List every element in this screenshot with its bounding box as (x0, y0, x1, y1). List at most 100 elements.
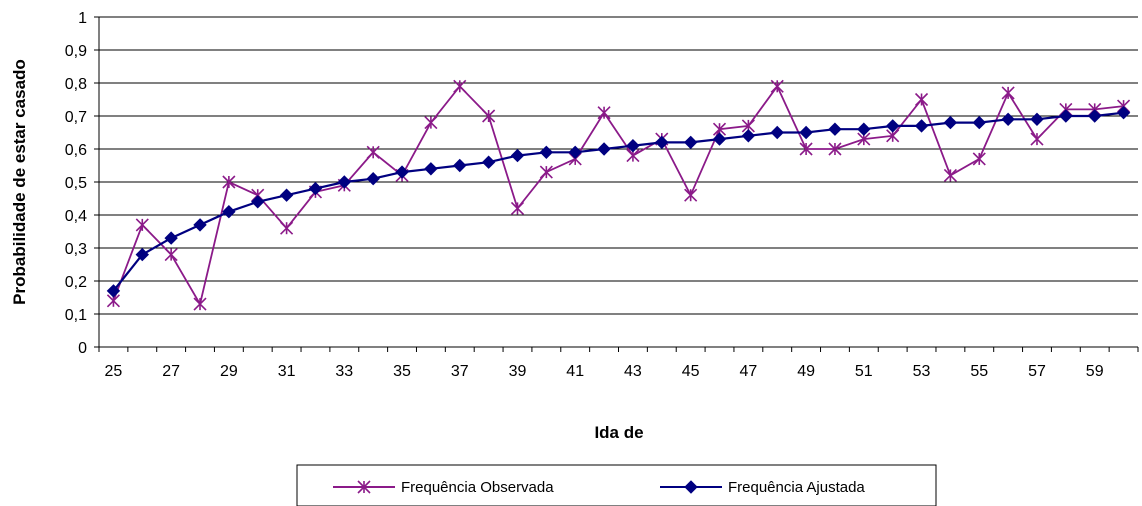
legend-item: Frequência Observada (333, 479, 554, 496)
x-tick-label: 29 (220, 363, 238, 380)
data-point (597, 106, 611, 120)
series-ajustada (106, 105, 1131, 298)
data-point (481, 155, 496, 169)
data-point (453, 158, 467, 173)
x-axis-ticks: 25 27 29 31 33 35 37 39 41 43 45 47 49 51 53 55 57 59 (98, 347, 1139, 380)
data-point (279, 188, 294, 202)
x-tick-label: 53 (913, 363, 931, 380)
data-point (914, 119, 929, 133)
legend-marker (684, 480, 698, 494)
legend-item: Frequência Ajustada (660, 479, 865, 496)
data-point (568, 145, 582, 160)
data-point (712, 132, 727, 146)
data-point (395, 165, 409, 179)
x-tick-label: 35 (393, 363, 411, 380)
data-point (1030, 112, 1044, 127)
data-point (539, 145, 554, 160)
data-point (741, 129, 756, 143)
data-point (857, 122, 871, 136)
legend: Frequência Observada Frequência Ajustada (296, 464, 937, 506)
data-point (1001, 86, 1015, 100)
y-tick-label: 1 (78, 10, 87, 27)
data-point (164, 231, 178, 245)
series-observada (106, 79, 1131, 311)
y-tick-label: 0,4 (65, 208, 87, 225)
x-tick-label: 59 (1086, 363, 1104, 380)
y-tick-label: 0,9 (65, 43, 87, 60)
data-point (308, 181, 323, 196)
data-point (135, 218, 149, 232)
x-tick-label: 37 (451, 363, 469, 380)
data-point (1030, 132, 1044, 146)
data-point (597, 142, 611, 156)
x-tick-label: 47 (739, 363, 757, 380)
data-point (453, 79, 467, 93)
x-tick-label: 27 (162, 363, 180, 380)
x-tick-label: 51 (855, 363, 873, 380)
data-point (1116, 105, 1131, 120)
x-tick-label: 33 (335, 363, 353, 380)
data-point (684, 188, 698, 202)
x-tick-label: 55 (970, 363, 988, 380)
x-tick-label: 43 (624, 363, 642, 380)
y-tick-label: 0,7 (65, 109, 87, 126)
series-line (112, 84, 1124, 307)
data-point (193, 218, 207, 232)
data-point (164, 248, 178, 262)
gridlines (99, 16, 1138, 315)
data-point (106, 284, 121, 298)
legend-label: Frequência Ajustada (728, 479, 865, 496)
data-point (943, 168, 957, 182)
y-tick-label: 0,6 (65, 142, 87, 159)
x-tick-label: 57 (1028, 363, 1046, 380)
data-point (366, 145, 380, 159)
data-point (799, 142, 813, 156)
data-point (222, 175, 236, 189)
data-point (1059, 109, 1073, 123)
series-line (112, 111, 1124, 292)
data-point (135, 247, 149, 262)
legend-label: Frequência Observada (401, 479, 554, 496)
y-axis-ticks: 0 0,1 0,2 0,3 0,4 0,5 0,6 0,7 0,8 0,9 1 (65, 10, 99, 357)
data-point (914, 92, 929, 107)
y-tick-label: 0,8 (65, 76, 87, 93)
x-tick-label: 31 (278, 363, 296, 380)
data-point (1088, 109, 1102, 123)
data-point (828, 122, 842, 136)
data-point (510, 148, 525, 163)
data-point (510, 201, 525, 215)
data-point (943, 115, 958, 130)
x-tick-label: 49 (797, 363, 815, 380)
data-point (366, 171, 380, 186)
x-tick-label: 39 (509, 363, 527, 380)
x-tick-label: 41 (566, 363, 584, 380)
y-tick-label: 0,3 (65, 241, 87, 258)
x-tick-label: 45 (682, 363, 700, 380)
data-point (539, 165, 553, 179)
y-axis-title: Probabilidade de estar casado (10, 59, 29, 305)
y-tick-label: 0,5 (65, 175, 87, 192)
legend-box (296, 464, 937, 506)
data-point (683, 135, 698, 150)
data-point (337, 175, 352, 189)
data-point (828, 142, 842, 156)
y-tick-label: 0 (78, 340, 87, 357)
data-point (770, 79, 784, 93)
data-point (885, 119, 900, 133)
legend-marker (357, 480, 371, 494)
data-point (280, 221, 294, 235)
data-point (799, 125, 813, 140)
data-point (251, 195, 265, 209)
y-tick-label: 0,2 (65, 274, 87, 291)
y-tick-label: 0,1 (65, 307, 87, 324)
data-point (424, 116, 438, 130)
data-point (222, 204, 236, 219)
x-axis-title: Ida de (594, 423, 643, 442)
data-point (655, 135, 669, 150)
series-layer (106, 79, 1131, 311)
data-point (770, 125, 784, 140)
data-point (972, 152, 986, 166)
data-point (193, 297, 207, 311)
data-point (482, 109, 496, 123)
